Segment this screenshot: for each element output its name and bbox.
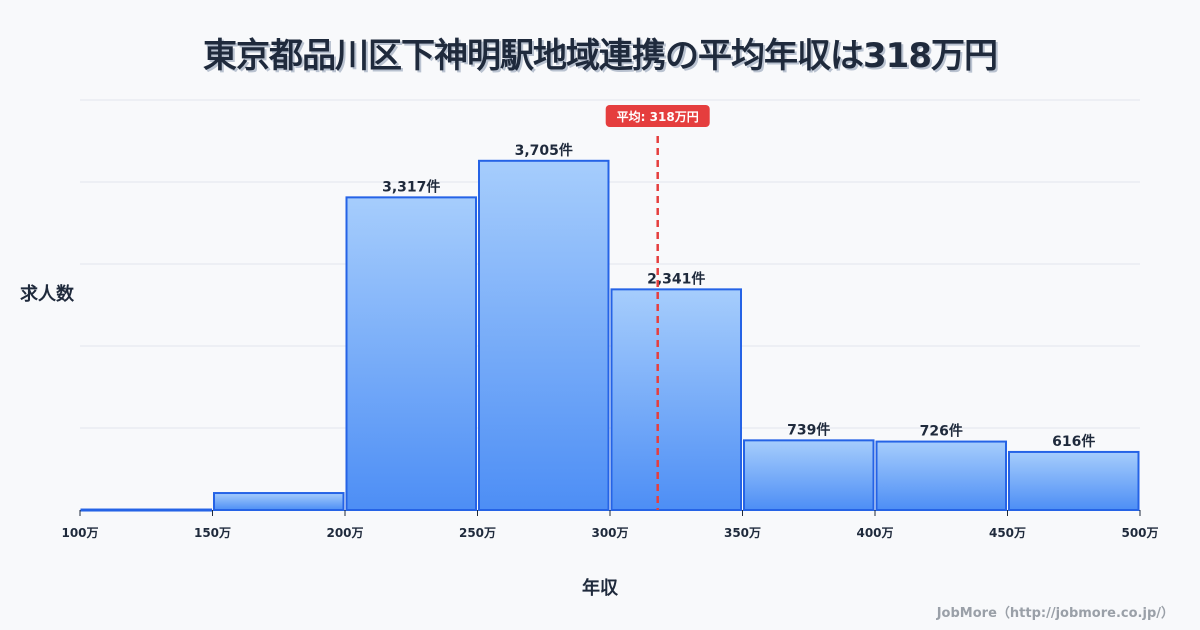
x-tick-label: 200万 — [326, 526, 363, 540]
histogram-bar — [875, 440, 1007, 512]
source-credit: JobMore（http://jobmore.co.jp/） — [936, 606, 1174, 621]
mean-badge — [605, 105, 710, 127]
y-axis-label: 求人数 — [20, 284, 74, 305]
bars: 3,317件 3,705件 2,341件 739件 726件 616件 — [80, 142, 1140, 512]
x-tick-label: 500万 — [1121, 526, 1158, 540]
x-axis-label: 年収 — [582, 578, 618, 599]
x-tick-label: 400万 — [856, 526, 893, 540]
x-tick-label: 450万 — [989, 526, 1026, 540]
bar-value-label: 2,341件 — [647, 270, 705, 287]
bar-value-label: 726件 — [920, 423, 963, 440]
mean-badge-label: 平均: 318万円 — [617, 109, 699, 124]
mean-marker: 平均: 318万円 — [605, 105, 710, 510]
x-tick-label: 300万 — [591, 526, 628, 540]
histogram-bar — [478, 159, 610, 512]
x-tick-label: 250万 — [459, 526, 496, 540]
x-tick-label: 100万 — [61, 526, 98, 540]
histogram-bar — [743, 439, 875, 512]
chart-title: 東京都品川区下神明駅地域連携の平均年収は318万円 — [203, 36, 998, 76]
histogram-bar — [1008, 450, 1140, 511]
histogram-bar — [213, 492, 345, 512]
histogram-bar — [610, 288, 742, 512]
x-tick-label: 150万 — [194, 526, 231, 540]
bar-value-label: 739件 — [787, 421, 830, 438]
x-axis-ticks: 100万 150万 200万 250万 300万 350万 400万 450万 500万 — [61, 510, 1159, 540]
histogram-bar — [345, 196, 477, 511]
bar-value-label: 616件 — [1052, 433, 1095, 450]
bar-value-label: 3,705件 — [515, 142, 573, 159]
histogram-bar — [80, 508, 212, 512]
bar-value-label: 3,317件 — [382, 178, 440, 195]
x-tick-label: 350万 — [724, 526, 761, 540]
